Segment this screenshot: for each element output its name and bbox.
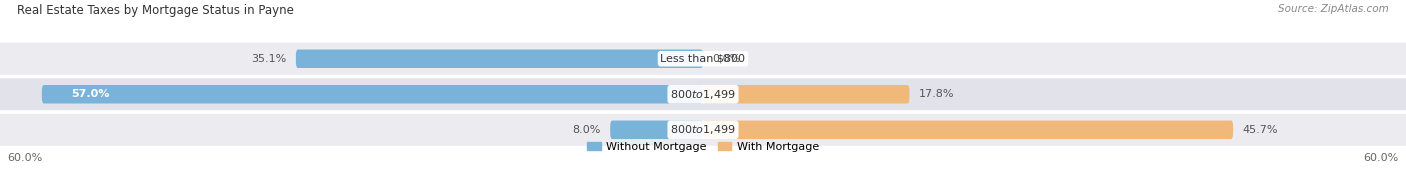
Text: 35.1%: 35.1% <box>252 54 287 64</box>
Text: $800 to $1,499: $800 to $1,499 <box>671 88 735 101</box>
Text: 17.8%: 17.8% <box>918 89 955 99</box>
Text: Less than $800: Less than $800 <box>661 54 745 64</box>
FancyBboxPatch shape <box>42 85 703 103</box>
Text: 0.0%: 0.0% <box>713 54 741 64</box>
Text: $800 to $1,499: $800 to $1,499 <box>671 123 735 136</box>
FancyBboxPatch shape <box>0 78 1406 110</box>
Text: 60.0%: 60.0% <box>7 153 42 163</box>
FancyBboxPatch shape <box>703 85 910 103</box>
Legend: Without Mortgage, With Mortgage: Without Mortgage, With Mortgage <box>582 138 824 156</box>
FancyBboxPatch shape <box>703 121 1233 139</box>
FancyBboxPatch shape <box>0 114 1406 146</box>
Text: Source: ZipAtlas.com: Source: ZipAtlas.com <box>1278 4 1389 14</box>
FancyBboxPatch shape <box>0 43 1406 75</box>
FancyBboxPatch shape <box>610 121 703 139</box>
Text: 57.0%: 57.0% <box>70 89 110 99</box>
Text: 60.0%: 60.0% <box>1364 153 1399 163</box>
FancyBboxPatch shape <box>295 50 703 68</box>
Text: 45.7%: 45.7% <box>1243 125 1278 135</box>
Text: 8.0%: 8.0% <box>572 125 600 135</box>
Text: Real Estate Taxes by Mortgage Status in Payne: Real Estate Taxes by Mortgage Status in … <box>17 4 294 17</box>
